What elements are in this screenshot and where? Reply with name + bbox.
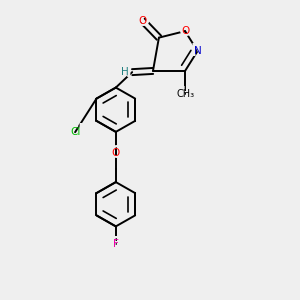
Text: N: N [194, 46, 201, 56]
Text: O: O [135, 12, 150, 30]
Text: H: H [118, 63, 132, 81]
Text: Cl: Cl [70, 127, 80, 137]
Text: F: F [110, 235, 122, 253]
Text: N: N [190, 42, 205, 60]
Text: O: O [138, 16, 147, 26]
Text: O: O [112, 148, 120, 158]
Text: Cl: Cl [66, 123, 84, 141]
Text: O: O [181, 26, 189, 36]
Text: H: H [121, 67, 129, 77]
Text: O: O [109, 144, 123, 162]
Text: CH₃: CH₃ [176, 88, 194, 98]
Text: CH₃: CH₃ [169, 86, 201, 101]
Text: F: F [113, 238, 119, 249]
Text: O: O [178, 22, 192, 40]
